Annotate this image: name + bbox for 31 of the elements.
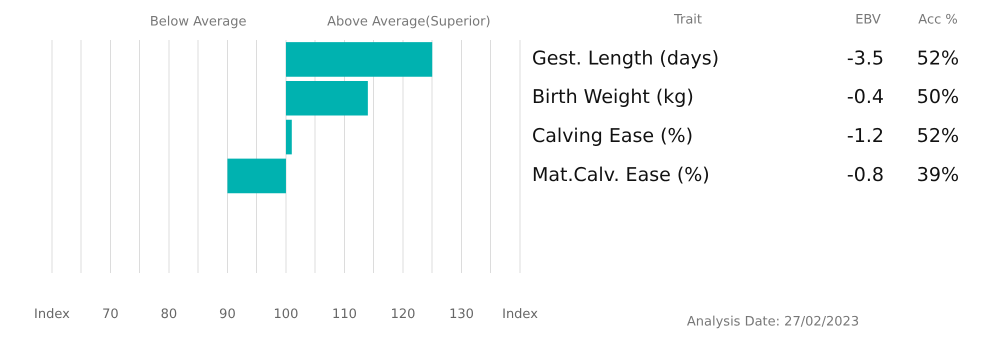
text: Below Average	[150, 14, 246, 30]
x-tick-label: 80	[160, 307, 178, 322]
bar	[286, 80, 368, 116]
x-tick-label: 90	[219, 307, 236, 322]
x-tick-label: 70	[102, 307, 119, 322]
x-tick-label: Index	[34, 307, 70, 322]
text: Acc %	[918, 12, 958, 28]
text: 50%	[916, 86, 959, 108]
y-tick-label: Birth Weight (kg)	[532, 86, 694, 108]
text: EBV	[855, 12, 881, 28]
x-tick-label: 100	[274, 307, 298, 322]
text: Trait	[672, 12, 702, 28]
text: -1.2	[846, 125, 884, 148]
bar	[227, 158, 286, 194]
text: 52%	[916, 125, 959, 148]
x-tick-label: 130	[449, 307, 474, 322]
bar	[286, 42, 432, 77]
y-tick-label: Calving Ease (%)	[532, 125, 694, 148]
text: 39%	[916, 164, 959, 186]
y-tick-label: Mat.Calv. Ease (%)	[532, 164, 710, 186]
y-tick-label: Gest. Length (days)	[532, 47, 720, 70]
text: Above Average(Superior)	[327, 14, 491, 30]
x-tick-label: 110	[332, 307, 357, 322]
bar	[286, 120, 292, 154]
text: -0.4	[846, 86, 884, 108]
x-tick-label: Index	[502, 307, 538, 322]
text: -0.8	[846, 164, 884, 186]
x-tick-label: 120	[390, 307, 416, 322]
text: Analysis Date: 27/02/2023	[686, 314, 860, 330]
text: -3.5	[846, 47, 884, 70]
text: 52%	[916, 47, 959, 70]
